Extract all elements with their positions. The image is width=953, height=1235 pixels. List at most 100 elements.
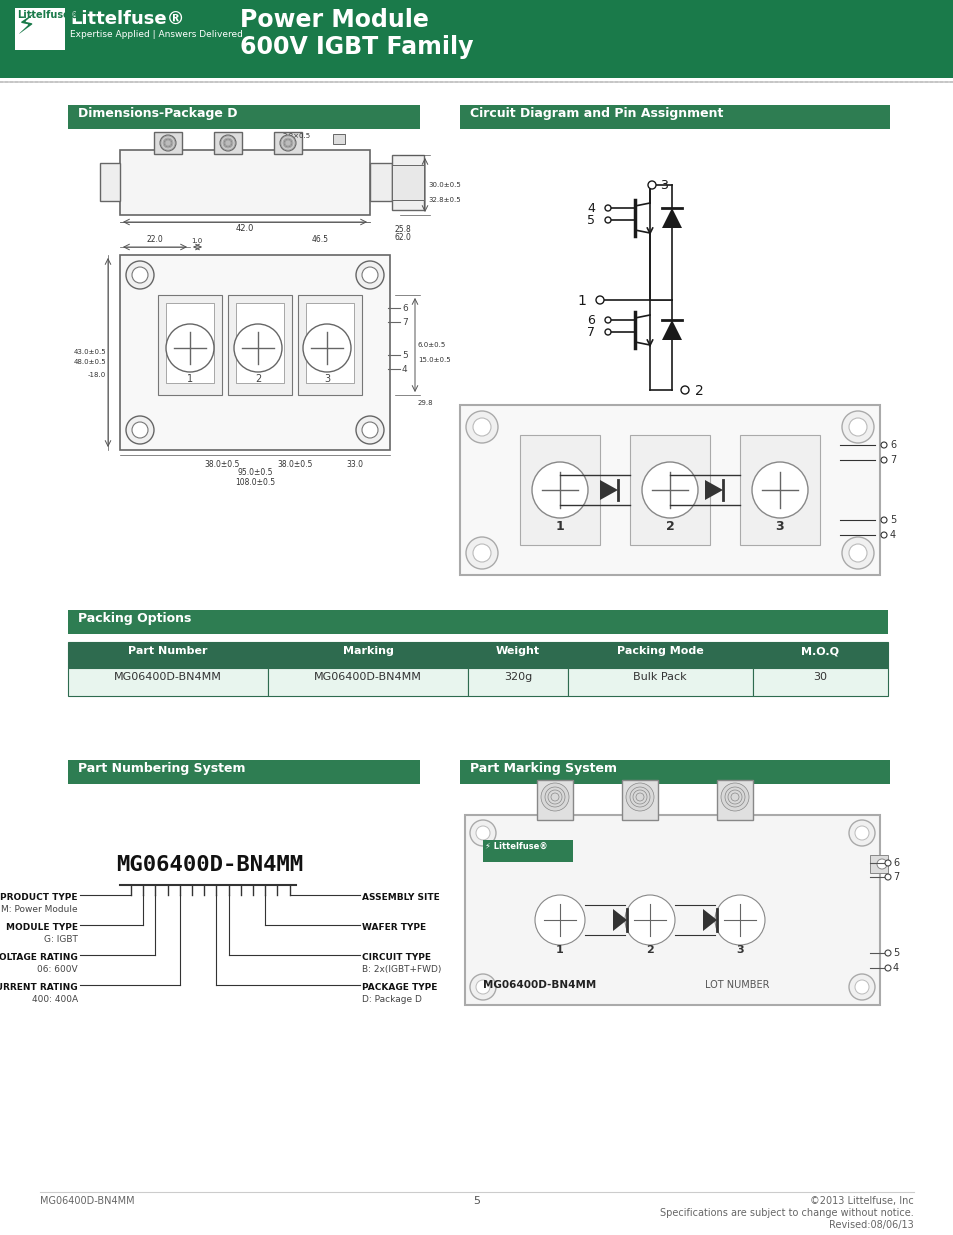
Circle shape [604,205,610,211]
Circle shape [361,267,377,283]
Text: 43.0±0.5: 43.0±0.5 [73,350,106,354]
Text: 5: 5 [892,948,899,958]
Text: Packing Options: Packing Options [78,613,192,625]
Bar [519,435,599,545]
Bar [621,781,658,820]
Circle shape [880,442,886,448]
Circle shape [552,794,558,800]
Circle shape [848,974,874,1000]
Bar [459,405,879,576]
Circle shape [166,324,213,372]
Circle shape [476,981,490,994]
Bar [120,149,370,215]
Text: ⚡: ⚡ [17,12,36,40]
Bar [306,303,354,383]
Circle shape [233,324,282,372]
Bar [537,781,573,820]
Circle shape [724,787,744,806]
Text: Bulk Pack: Bulk Pack [633,672,686,682]
Text: Power Module: Power Module [240,7,429,32]
Text: CURRENT RATING: CURRENT RATING [0,983,78,992]
Text: 6.0±0.5: 6.0±0.5 [417,342,446,348]
Circle shape [361,422,377,438]
Circle shape [465,411,497,443]
Text: 3: 3 [324,374,330,384]
Text: 7: 7 [401,317,407,327]
Circle shape [880,457,886,463]
Circle shape [126,261,153,289]
Text: B: 2x(IGBT+FWD): B: 2x(IGBT+FWD) [361,965,441,974]
Bar [100,163,120,201]
Text: Specifications are subject to change without notice.: Specifications are subject to change wit… [659,1208,913,1218]
Text: 6: 6 [892,858,898,868]
Polygon shape [613,909,626,931]
Bar [68,668,268,697]
Text: 5: 5 [889,515,895,525]
Text: 400: 400A: 400: 400A [31,995,78,1004]
Text: 108.0±0.5: 108.0±0.5 [234,478,274,487]
Bar [567,642,752,668]
Text: 22.0: 22.0 [147,235,163,245]
Text: LOT NUMBER: LOT NUMBER [704,981,769,990]
Text: Revised:08/06/13: Revised:08/06/13 [828,1220,913,1230]
Bar [235,303,284,383]
Text: Dimensions-Package D: Dimensions-Package D [78,107,237,120]
Text: MODULE TYPE: MODULE TYPE [6,923,78,932]
Circle shape [880,517,886,522]
Bar [153,132,182,154]
Text: D: Package D: D: Package D [361,995,421,1004]
Bar [268,642,468,668]
Text: 1: 1 [187,374,193,384]
Text: Expertise Applied | Answers Delivered: Expertise Applied | Answers Delivered [70,30,243,40]
Circle shape [647,182,656,189]
Text: Marking: Marking [342,646,393,656]
Circle shape [604,217,610,224]
Text: ASSEMBLY SITE: ASSEMBLY SITE [361,893,439,902]
Bar [228,295,292,395]
Text: 600V IGBT Family: 600V IGBT Family [240,35,473,59]
Circle shape [540,783,568,811]
Circle shape [841,537,873,569]
Circle shape [280,135,295,151]
Circle shape [604,329,610,335]
Bar [752,668,887,697]
Text: VOLTAGE RATING: VOLTAGE RATING [0,953,78,962]
Bar [629,435,709,545]
Circle shape [720,783,748,811]
Text: 29.8: 29.8 [417,400,434,406]
Text: WAFER TYPE: WAFER TYPE [361,923,426,932]
Circle shape [854,981,868,994]
Polygon shape [704,480,722,500]
Text: 38.0±0.5: 38.0±0.5 [277,459,313,469]
Text: PRODUCT TYPE: PRODUCT TYPE [1,893,78,902]
Polygon shape [599,480,618,500]
Text: 32.8±0.5: 32.8±0.5 [428,198,460,203]
Circle shape [465,537,497,569]
Circle shape [876,860,886,869]
Bar [752,642,887,668]
Text: 2: 2 [645,945,653,955]
Text: 95.0±0.5: 95.0±0.5 [237,468,273,477]
Text: 48.0±0.5: 48.0±0.5 [73,359,106,366]
Text: 1.0: 1.0 [192,238,202,245]
Bar [297,295,361,395]
Bar [120,254,390,450]
Text: Packing Mode: Packing Mode [616,646,702,656]
Text: 62.0: 62.0 [395,233,412,242]
Circle shape [854,826,868,840]
Circle shape [880,532,886,538]
Bar [567,668,752,697]
Text: 38.0±0.5: 38.0±0.5 [204,459,239,469]
Circle shape [470,820,496,846]
Text: G: IGBT: G: IGBT [44,935,78,944]
Text: 3: 3 [659,179,667,191]
Circle shape [355,416,384,445]
Text: 2: 2 [695,384,703,398]
Bar [392,156,423,210]
Bar [166,303,213,383]
Circle shape [730,793,739,802]
Text: 6: 6 [889,440,895,450]
Text: MG06400D-BN4MM: MG06400D-BN4MM [116,855,303,876]
Circle shape [629,787,649,806]
Circle shape [625,783,654,811]
